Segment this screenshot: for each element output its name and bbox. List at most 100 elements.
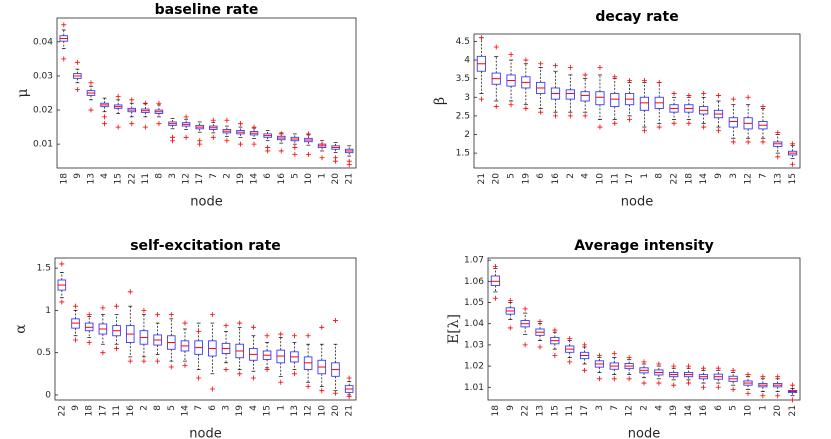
- x-tick-label: 5: [729, 405, 739, 411]
- y-tick-label: 0.01: [33, 140, 53, 150]
- x-tick-label: 1: [318, 173, 328, 179]
- outlier: [552, 327, 558, 333]
- x-tick-label: 14: [684, 405, 694, 417]
- outlier: [209, 312, 215, 318]
- x-tick-label: 8: [153, 405, 163, 411]
- x-tick-label: 2: [222, 173, 232, 179]
- x-tick-label: 4: [249, 405, 259, 411]
- x-tick-label: 6: [263, 173, 273, 179]
- outlier: [237, 320, 243, 326]
- outlier: [86, 312, 92, 318]
- outlier: [493, 104, 499, 110]
- outlier: [346, 394, 352, 400]
- x-tick-label: 11: [112, 405, 122, 416]
- outlier: [597, 65, 603, 70]
- outlier: [745, 391, 751, 397]
- outlier: [523, 57, 529, 63]
- outlier: [196, 375, 202, 381]
- x-tick-label: 7: [610, 405, 620, 411]
- chart-title: decay rate: [595, 9, 678, 25]
- x-tick-label: 10: [744, 405, 754, 417]
- x-tick-label: 20: [492, 173, 502, 185]
- x-tick-label: 22: [57, 405, 67, 416]
- outlier: [745, 139, 751, 145]
- outlier: [626, 355, 632, 361]
- x-tick-label: 12: [182, 173, 192, 184]
- outlier: [641, 380, 647, 386]
- x-tick-label: 4: [654, 405, 664, 411]
- plot-area: [56, 17, 357, 169]
- outlier: [701, 91, 707, 97]
- outlier: [626, 376, 632, 382]
- outlier: [182, 362, 188, 368]
- outlier: [115, 93, 121, 99]
- outlier: [522, 342, 528, 348]
- outlier: [74, 87, 80, 93]
- x-tick-label: 11: [565, 405, 575, 416]
- outlier: [59, 261, 65, 267]
- outlier: [61, 22, 67, 28]
- outlier: [223, 323, 229, 329]
- outlier: [716, 92, 721, 98]
- outlier: [115, 124, 121, 130]
- outlier: [611, 350, 617, 356]
- outlier: [656, 380, 662, 386]
- outlier: [508, 102, 514, 108]
- outlier: [156, 100, 162, 106]
- x-tick-label: 16: [126, 405, 136, 417]
- outlier: [278, 148, 284, 154]
- y-axis-label: E[λ]: [446, 314, 462, 344]
- outlier: [686, 363, 692, 369]
- x-axis-label: node: [628, 427, 660, 439]
- outlier: [730, 386, 736, 392]
- outlier: [291, 333, 297, 339]
- outlier: [790, 141, 796, 147]
- box: [580, 91, 590, 102]
- x-tick-label: 6: [208, 405, 218, 411]
- outlier: [74, 59, 80, 65]
- outlier: [73, 337, 79, 343]
- outlier: [264, 333, 270, 339]
- outlier: [251, 141, 257, 147]
- outlier: [538, 61, 544, 67]
- x-tick-label: 16: [277, 173, 287, 185]
- outlier: [333, 158, 339, 164]
- outlier: [567, 113, 573, 119]
- x-tick-label: 17: [195, 173, 205, 184]
- outlier: [332, 390, 338, 396]
- outlier: [278, 131, 284, 137]
- y-tick-label: 0.02: [33, 106, 53, 116]
- outlier: [182, 320, 188, 326]
- outlier: [319, 155, 325, 161]
- x-tick-label: 12: [304, 405, 314, 416]
- outlier: [156, 121, 162, 127]
- x-tick-label: 11: [610, 173, 620, 184]
- y-tick-label: 1: [45, 306, 51, 316]
- outlier: [775, 393, 781, 399]
- x-axis-label: node: [189, 427, 221, 439]
- outlier: [582, 367, 588, 373]
- outlier: [492, 295, 498, 301]
- outlier: [507, 325, 513, 331]
- x-tick-label: 21: [477, 173, 487, 184]
- x-tick-label: 16: [551, 173, 561, 185]
- x-tick-label: 4: [100, 173, 110, 179]
- x-tick-label: 12: [625, 405, 635, 416]
- y-axis-label: μ: [15, 88, 31, 97]
- y-axis-label: β: [432, 97, 448, 105]
- chart-title: baseline rate: [155, 2, 259, 18]
- outlier: [196, 329, 202, 335]
- x-tick-label: 3: [168, 173, 178, 179]
- outlier: [264, 367, 270, 373]
- outlier: [168, 364, 174, 370]
- y-tick-label: 1.5: [37, 264, 51, 274]
- box: [610, 93, 620, 108]
- x-tick-label: 14: [699, 173, 709, 185]
- outlier: [582, 113, 588, 119]
- outlier: [210, 117, 216, 123]
- x-tick-label: 11: [141, 173, 151, 184]
- x-tick-label: 21: [788, 405, 798, 416]
- outlier: [671, 363, 677, 369]
- chart-title: Average intensity: [574, 238, 714, 254]
